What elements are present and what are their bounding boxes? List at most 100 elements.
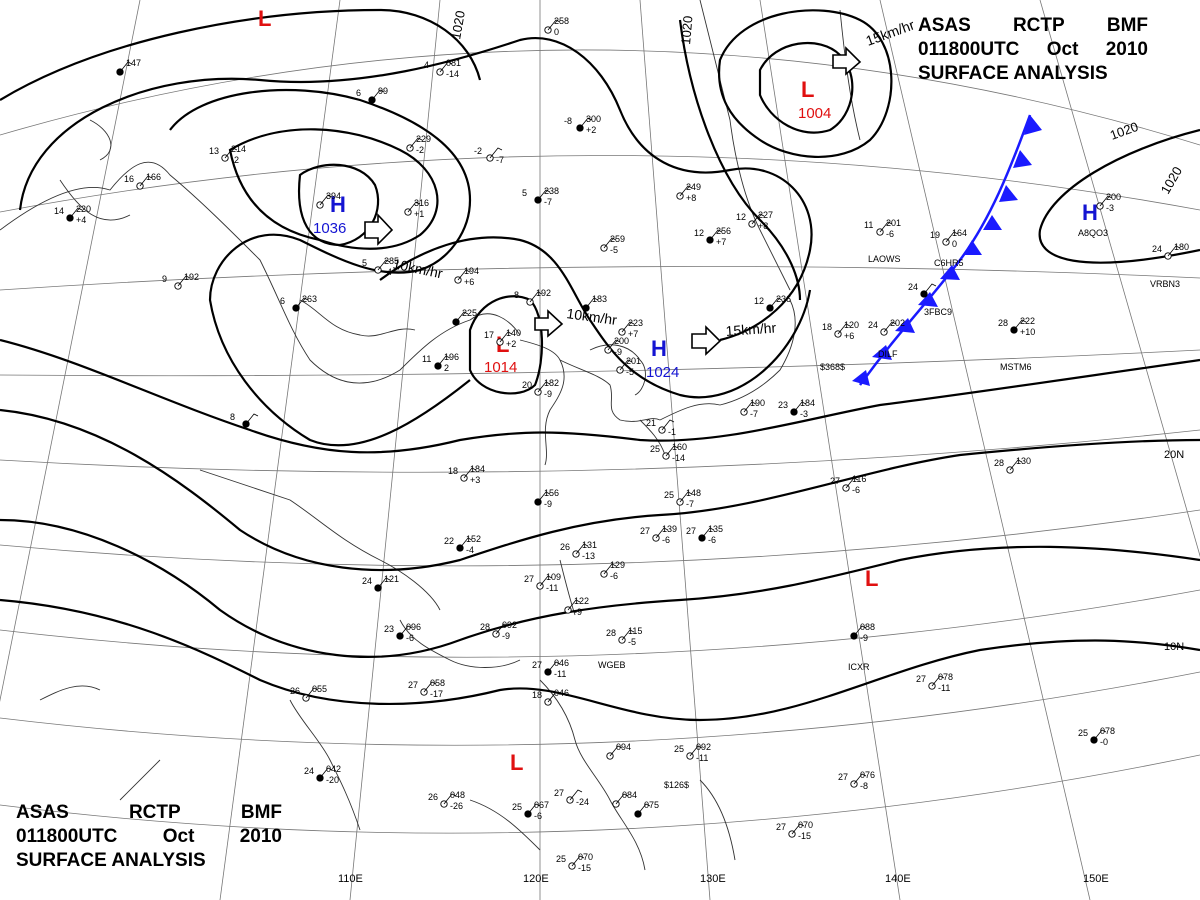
station-plot: 229-2	[406, 134, 431, 155]
station-plot: 12 256+7	[694, 226, 731, 247]
station-pressure: 258	[554, 16, 569, 26]
station-tendency: -6	[708, 535, 716, 545]
station-tendency: -14	[672, 453, 685, 463]
station-tendency: -11	[696, 753, 708, 763]
station-plot: 25 078-0	[1078, 726, 1115, 747]
station-temp: 16	[124, 174, 134, 184]
station-pressure: 067	[534, 800, 549, 810]
station-pressure: 121	[384, 574, 399, 584]
wind-barb	[665, 445, 679, 457]
station-plot: 18 046	[532, 688, 569, 706]
station-plot: 22 152-4	[444, 534, 481, 555]
station-pressure: 042	[326, 764, 341, 774]
station-pressure: 184	[470, 464, 485, 474]
station-temp: 21	[646, 418, 656, 428]
wind-barb	[547, 19, 561, 31]
station-pressure: 094	[616, 742, 631, 752]
lat-label: 10N	[1164, 641, 1184, 653]
high-symbol: H	[651, 336, 667, 361]
station-tendency: +7	[716, 237, 726, 247]
high-value: 1024	[646, 364, 679, 381]
isobar-label: 1020	[448, 9, 468, 40]
station-temp: 18	[532, 690, 542, 700]
station-pressure: 148	[686, 488, 701, 498]
isobar-1036-ring2	[228, 128, 439, 250]
station-plot: 24	[908, 282, 937, 298]
map-title-bottom-left: ASAS RCTP BMF 011800UTC Oct 2010 SURFACE…	[16, 801, 282, 873]
station-tendency: +4	[76, 215, 86, 225]
station-pressure: 048	[450, 790, 465, 800]
isobar-trough	[379, 236, 812, 399]
title-month: Oct	[162, 826, 195, 847]
station-pressure: 182	[544, 378, 559, 388]
station-pressure: 300	[586, 114, 601, 124]
station-pressure: 156	[544, 488, 559, 498]
lon-label: 120E	[523, 873, 549, 885]
title-product: SURFACE ANALYSIS	[918, 63, 1108, 84]
station-plot: 13 214-2	[209, 144, 246, 165]
station-plot: 249+8	[676, 182, 701, 203]
isobar-south1	[0, 408, 1200, 572]
station-plot: 200-3	[1096, 192, 1121, 213]
station-pressure: 249	[686, 182, 701, 192]
title-product: SURFACE ANALYSIS	[16, 850, 206, 871]
wind-barb	[689, 745, 703, 757]
station-plot: 259-5	[600, 234, 625, 255]
lon-label: 130E	[700, 873, 726, 885]
station-plot: 122-9	[564, 596, 589, 617]
station-pressure: 139	[662, 524, 677, 534]
station-pressure: 220	[76, 204, 91, 214]
station-pressure: 109	[546, 572, 561, 582]
wind-barb	[529, 291, 543, 303]
wind-barb	[319, 194, 333, 206]
station-pressure: 394	[326, 191, 341, 201]
station-tendency: 2	[444, 363, 449, 373]
station-tendency: -6	[886, 229, 894, 239]
station-plot: 27 076-8	[838, 770, 875, 791]
station-plot: 394	[316, 191, 341, 209]
high-value: 1036	[313, 220, 346, 237]
station-temp: 25	[1078, 728, 1088, 738]
station-plot: 316+1	[404, 198, 429, 219]
station-pressure: 316	[414, 198, 429, 208]
station-temp: 28	[998, 318, 1008, 328]
station-pressure: 122	[574, 596, 589, 606]
station-plot: 4 081-14	[424, 58, 461, 79]
station-tendency: +7	[628, 329, 638, 339]
isobar-1004-ring2	[758, 41, 854, 134]
station-plot: 156-9	[534, 488, 559, 509]
wind-barb	[579, 117, 593, 129]
station-plot: 27 109-11	[524, 572, 561, 593]
low-symbol: L	[496, 332, 509, 357]
station-pressure: 070	[798, 820, 813, 830]
title-time: 011800UTC	[16, 826, 118, 847]
station-temp: 6	[356, 88, 361, 98]
wind-barb	[537, 189, 551, 201]
isobar-1020-mid	[0, 338, 1200, 454]
station-pressure: 202	[890, 318, 905, 328]
station-plot: 9 192	[162, 272, 199, 290]
wind-barb	[437, 355, 451, 367]
station-plot: -2 -7	[474, 146, 504, 165]
station-pressure: 115	[628, 626, 642, 636]
station-plot: 225	[452, 308, 477, 326]
station-tendency: -7	[686, 499, 694, 509]
station-plot: 28 092-9	[480, 620, 517, 641]
station-tendency: -7	[750, 409, 758, 419]
station-tendency: -9	[614, 347, 622, 357]
station-plot: 23 096-6	[384, 622, 421, 643]
station-tendency: -6	[610, 571, 618, 581]
ship-id: $126$	[664, 780, 689, 790]
station-tendency: -11	[554, 669, 566, 679]
title-office: RCTP	[1012, 15, 1065, 36]
station-temp: 26	[428, 792, 438, 802]
station-tendency: +1	[414, 209, 424, 219]
station-pressure: 092	[696, 742, 711, 752]
station-plot: 5 238-7	[522, 186, 559, 207]
station-plot: 28 130	[994, 456, 1031, 474]
station-plot: 26 055	[290, 684, 327, 702]
station-plot: 088-9	[850, 622, 875, 643]
station-tendency: 0	[554, 27, 559, 37]
station-tendency: -9	[544, 389, 552, 399]
title-year: 2010	[239, 826, 282, 847]
